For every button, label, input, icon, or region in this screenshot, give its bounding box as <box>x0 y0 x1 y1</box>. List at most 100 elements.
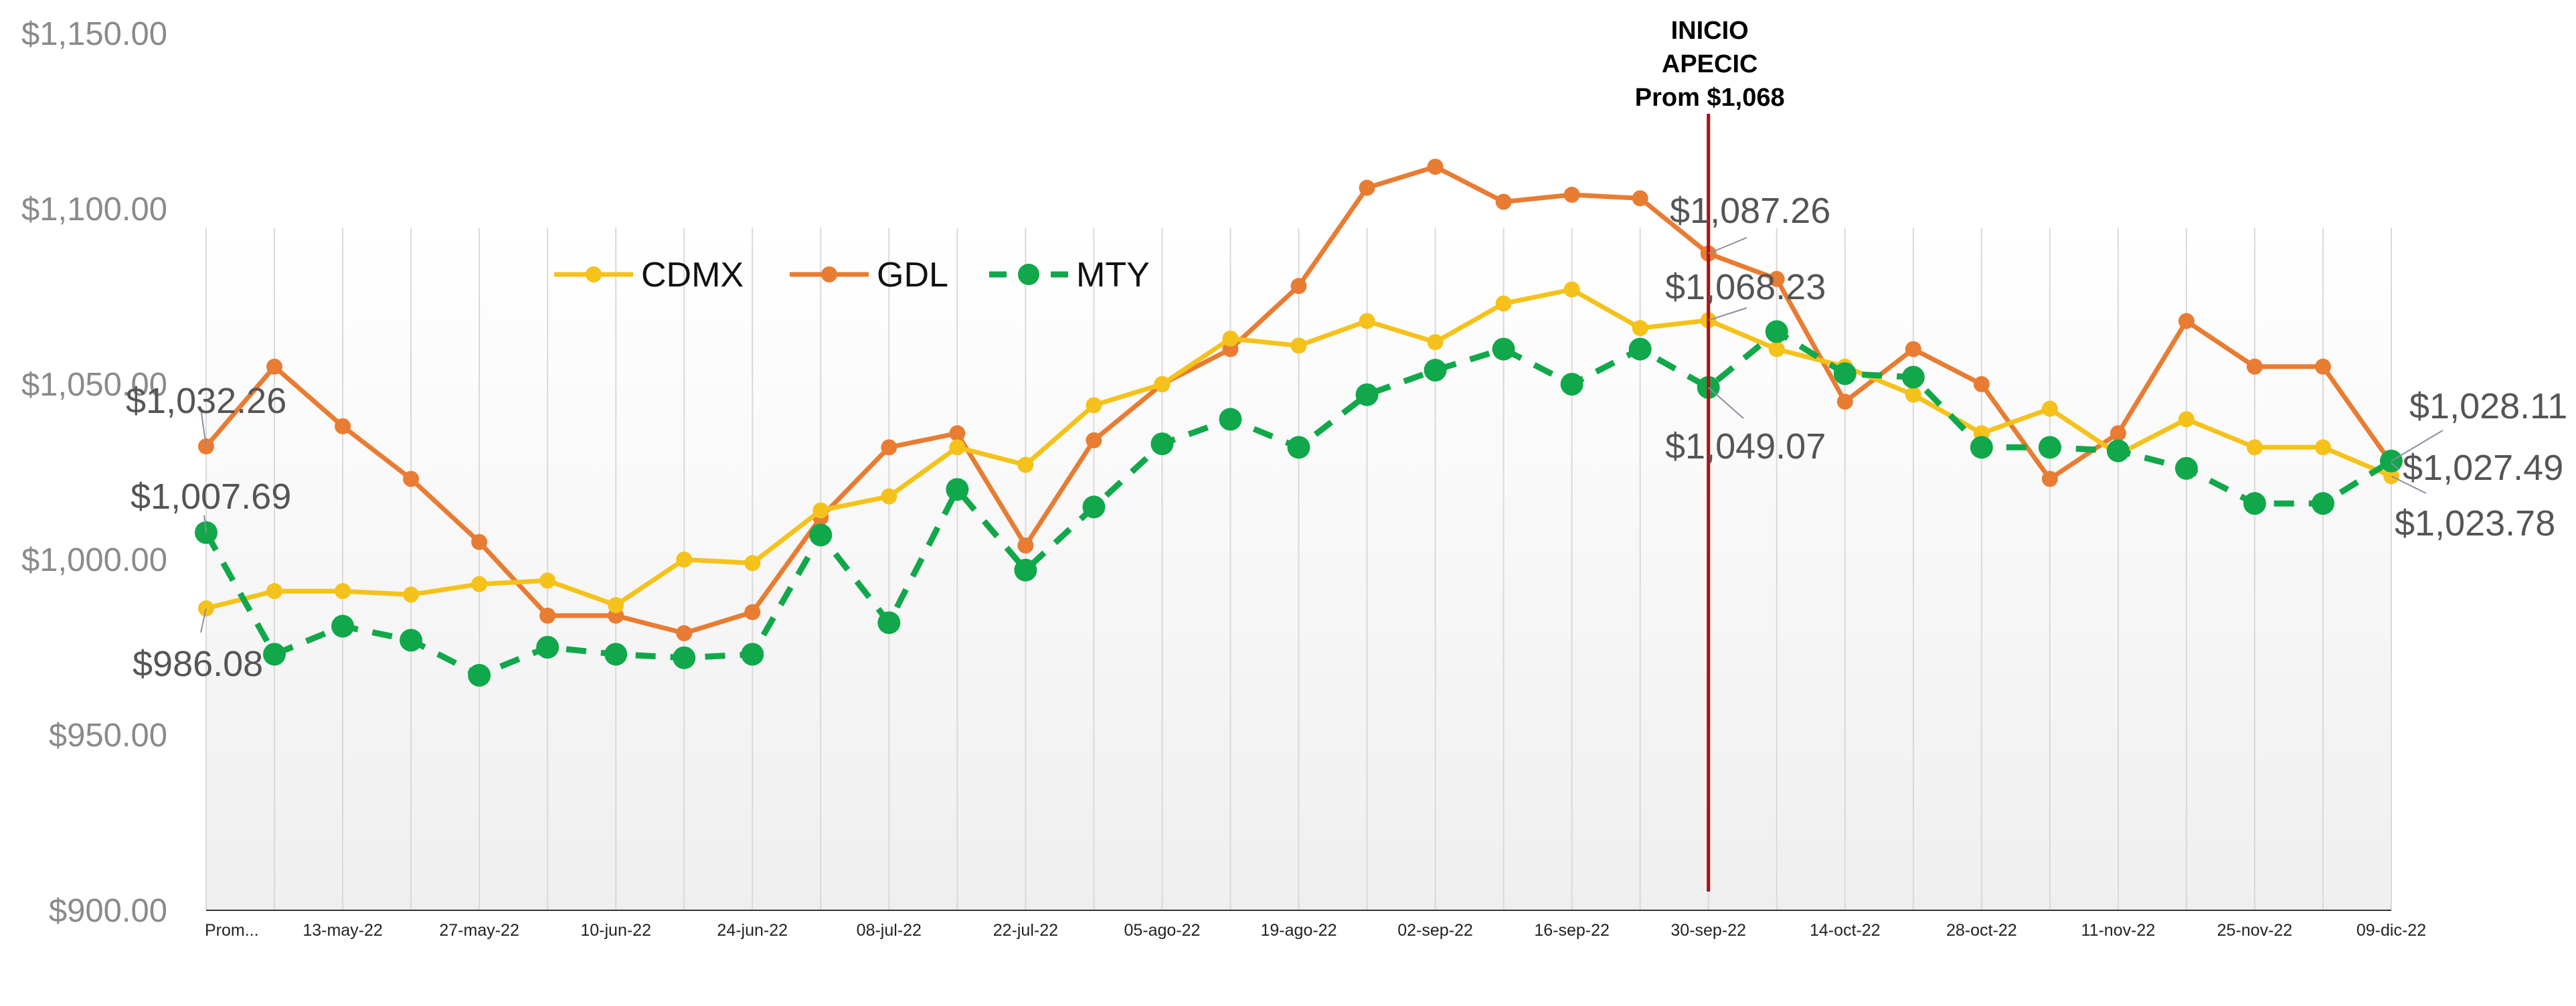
x-tick-label: 13-may-22 <box>303 921 383 940</box>
legend-item-cdmx: CDMX <box>554 256 744 295</box>
data-point-gdl <box>2246 358 2263 375</box>
data-point-mty <box>877 611 901 635</box>
legend-label: MTY <box>1076 256 1150 295</box>
data-point-mty <box>1560 373 1583 396</box>
legend-marker <box>1018 264 1039 285</box>
data-point-gdl <box>266 358 283 375</box>
vertical-gridlines <box>205 228 2392 910</box>
y-tick-label: $1,100.00 <box>21 191 167 228</box>
data-point-mty <box>1628 337 1652 361</box>
annotation-leader-line <box>1708 237 1747 254</box>
value-annotation: $986.08 <box>133 644 263 684</box>
data-point-mty <box>536 636 560 659</box>
data-point-cdmx <box>949 439 966 456</box>
value-annotation: $1,049.07 <box>1665 426 1826 467</box>
data-point-mty <box>1355 383 1379 406</box>
data-point-cdmx <box>335 583 351 600</box>
data-point-cdmx <box>1359 313 1375 329</box>
annotation-leader-line <box>2391 475 2427 494</box>
data-point-gdl <box>2110 425 2126 442</box>
data-point-gdl <box>1768 270 1785 287</box>
x-tick-label: Prom... <box>205 921 259 940</box>
x-tick-label: 10-jun-22 <box>580 921 651 940</box>
y-tick-label: $900.00 <box>49 893 167 929</box>
data-point-mty <box>331 614 355 638</box>
data-point-gdl <box>1836 394 1853 410</box>
annotation-leader-line <box>1708 387 1744 419</box>
value-annotation: $1,068.23 <box>1665 267 1826 307</box>
y-tick-label: $1,050.00 <box>21 367 167 403</box>
value-annotations: $1,032.26 $1,007.69 $986.08 $1,087.26 $1,068… <box>126 191 2567 684</box>
x-tick-label: 30-sep-22 <box>1670 921 1746 940</box>
marker-label: APECIC <box>1662 50 1758 78</box>
y-axis: $900.00 $950.00 $1,000.00 $1,050.00 $1,100.0… <box>21 16 167 929</box>
data-point-cdmx <box>1290 337 1307 354</box>
x-tick-label: 05-ago-22 <box>1124 921 1200 940</box>
annotation-leader-line <box>200 608 207 633</box>
data-point-mty <box>673 646 696 669</box>
data-point-gdl <box>1905 341 1921 357</box>
data-point-gdl <box>2314 358 2331 375</box>
data-point-gdl <box>2178 313 2195 329</box>
x-tick-label: 08-jul-22 <box>857 921 922 940</box>
value-annotation: $1,032.26 <box>126 381 286 421</box>
data-point-mty <box>1901 365 1925 389</box>
data-point-mty <box>1424 359 1447 382</box>
series-lines <box>195 159 2403 687</box>
data-point-gdl <box>1290 278 1307 295</box>
data-point-cdmx <box>1632 320 1648 337</box>
series-cdmx <box>198 281 2399 616</box>
data-point-gdl <box>1973 376 1990 392</box>
data-point-mty <box>946 478 969 501</box>
legend-marker <box>821 266 837 282</box>
data-point-mty <box>263 643 286 666</box>
data-point-cdmx <box>266 583 283 600</box>
data-point-cdmx <box>744 555 761 572</box>
data-point-cdmx <box>1768 341 1785 357</box>
x-axis: Prom... 13-may-22 27-may-22 10-jun-22 24-jun… <box>205 910 2426 940</box>
data-point-gdl <box>1632 190 1648 207</box>
data-point-mty <box>741 643 764 666</box>
value-annotation: $1,027.49 <box>2403 448 2563 488</box>
data-point-mty <box>2038 436 2061 459</box>
annotation-leader-line <box>2391 463 2400 471</box>
x-tick-label: 11-nov-22 <box>2081 921 2156 940</box>
data-point-mty <box>2311 492 2334 515</box>
value-annotation: $1,023.78 <box>2395 503 2555 543</box>
data-point-mty <box>1150 432 1174 456</box>
data-point-mty <box>2174 456 2198 480</box>
vertical-marker: INICIO APECIC Prom $1,068 <box>1635 17 1785 892</box>
annotation-leader-line <box>203 515 207 533</box>
data-point-cdmx <box>881 488 897 505</box>
data-point-mty <box>1287 436 1310 459</box>
data-point-cdmx <box>676 552 693 568</box>
data-point-cdmx <box>1222 330 1239 347</box>
data-point-gdl <box>744 604 761 620</box>
x-tick-label: 09-dic-22 <box>2356 921 2426 940</box>
x-tick-label: 19-ago-22 <box>1261 921 1337 940</box>
data-point-cdmx <box>812 502 829 519</box>
legend: CDMX GDL MTY <box>554 256 1150 295</box>
x-tick-label: 16-sep-22 <box>1534 921 1610 940</box>
data-point-gdl <box>335 418 351 434</box>
legend-marker <box>586 266 602 282</box>
data-point-mty <box>1082 495 1106 519</box>
data-point-cdmx <box>2314 439 2331 456</box>
data-point-mty <box>1219 408 1242 431</box>
annotation-leader-line <box>2391 430 2443 462</box>
data-point-gdl <box>881 439 897 456</box>
annotation-leader-line <box>1708 307 1747 321</box>
data-point-cdmx <box>2041 400 2058 417</box>
x-tick-label: 24-jun-22 <box>717 921 788 940</box>
data-point-mty <box>400 628 423 652</box>
marker-label: INICIO <box>1671 17 1749 45</box>
data-point-mty <box>468 663 491 687</box>
data-point-mty <box>2106 439 2130 463</box>
data-point-gdl <box>2041 471 2058 487</box>
data-point-mty <box>1970 436 1993 459</box>
x-tick-label: 27-may-22 <box>439 921 519 940</box>
data-point-mty <box>1833 362 1857 386</box>
y-tick-label: $950.00 <box>49 718 167 754</box>
x-tick-label: 14-oct-22 <box>1810 921 1881 940</box>
